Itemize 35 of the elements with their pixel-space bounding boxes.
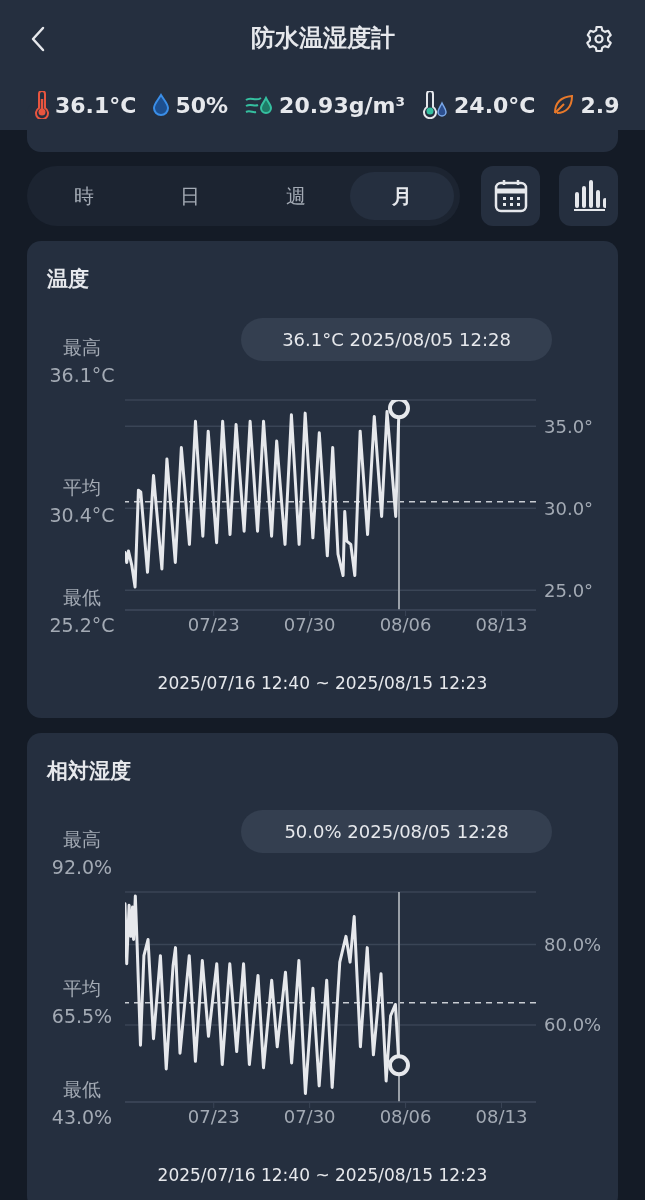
ref-line-label: 平均 30.4°C	[49, 475, 115, 527]
x-tick-label: 08/06	[379, 613, 432, 635]
text: 2025/07/16 12:40 ~ 2025/08/15 12:23	[156, 672, 489, 695]
ref-line-label: 平均 65.5%	[51, 976, 113, 1028]
text: 24.0°C	[454, 92, 536, 118]
x-tick-label: 07/23	[187, 613, 240, 635]
x-tick-label: 08/13	[475, 1105, 528, 1127]
x-tick-label: 08/13	[475, 613, 528, 635]
text: 2025/07/16 12:40 ~ 2025/08/15 12:23	[156, 1164, 489, 1187]
text: 50%	[175, 92, 229, 118]
text: 50.0% 2025/08/05 12:28	[241, 810, 552, 853]
text: 最低 43.0%	[50, 1077, 114, 1130]
y-tick-label: 25.0°	[544, 579, 594, 601]
text: 20.93g/m³	[279, 92, 406, 118]
text: 最高 36.1°C	[48, 335, 116, 388]
text: 日	[179, 182, 201, 210]
text: 週	[285, 182, 307, 210]
text: 最高 92.0%	[50, 827, 114, 880]
x-tick-label: 07/23	[187, 1105, 240, 1127]
y-tick-label: 35.0°	[544, 415, 594, 437]
x-tick-label: 08/06	[379, 1105, 432, 1127]
x-tick-label: 07/30	[283, 613, 336, 635]
text: 時	[73, 182, 95, 210]
y-tick-label: 30.0°	[544, 497, 594, 519]
text: 月	[350, 172, 454, 220]
y-tick-label: 80.0%	[544, 933, 602, 955]
text: 36.1°C 2025/08/05 12:28	[241, 318, 552, 361]
x-tick-label: 07/30	[283, 1105, 336, 1127]
chart-title: 相対湿度	[47, 758, 131, 785]
text: 2.9	[580, 92, 620, 118]
text: 36.1°C	[55, 92, 137, 118]
text: 最低 25.2°C	[48, 585, 116, 638]
chart-title: 温度	[47, 266, 89, 293]
text: 防水温湿度計	[249, 23, 396, 54]
y-tick-label: 60.0%	[544, 1014, 602, 1036]
